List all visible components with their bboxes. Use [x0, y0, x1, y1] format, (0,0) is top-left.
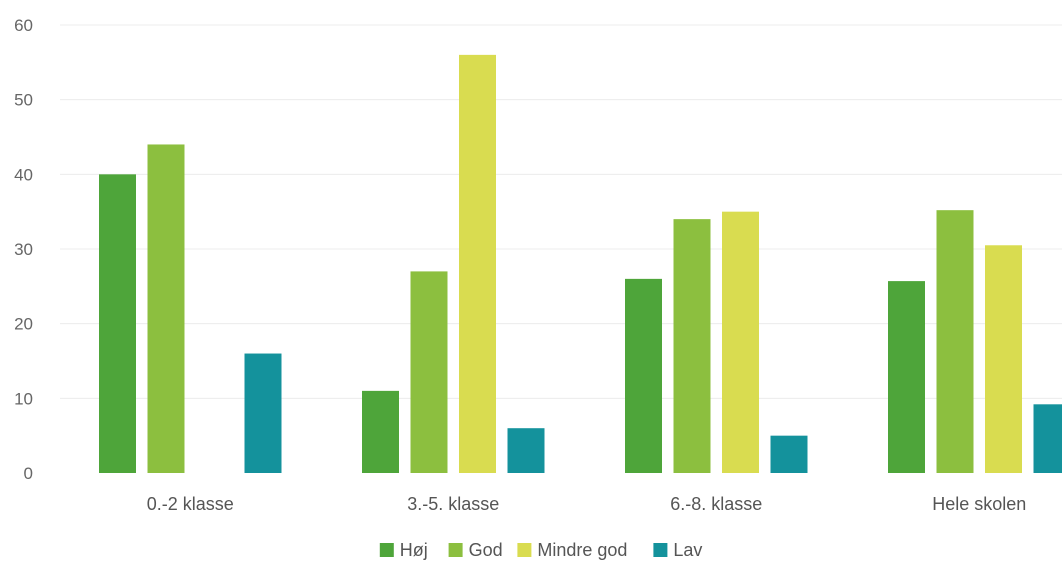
y-tick-label-50: 50	[14, 91, 33, 110]
bar-god-0-2-klasse	[148, 144, 185, 473]
legend-label-god: God	[469, 540, 503, 560]
bar-god-6-8-klasse	[674, 219, 711, 473]
legend-swatch-mindre-god	[517, 543, 531, 557]
y-tick-label-20: 20	[14, 315, 33, 334]
legend-label-mindre-god: Mindre god	[537, 540, 627, 560]
bar-lav-0-2-klasse	[245, 354, 282, 473]
x-tick-label-hele-skolen: Hele skolen	[932, 494, 1026, 514]
legend-swatch-hoj	[380, 543, 394, 557]
bar-mindre-god-6-8-klasse	[722, 212, 759, 473]
y-tick-label-60: 60	[14, 16, 33, 35]
y-tick-label-10: 10	[14, 389, 33, 408]
legend-swatch-god	[449, 543, 463, 557]
bars	[99, 55, 1062, 473]
bar-god-hele-skolen	[937, 210, 974, 473]
y-tick-label-0: 0	[24, 464, 33, 483]
legend-swatch-lav	[653, 543, 667, 557]
bar-lav-hele-skolen	[1034, 404, 1062, 473]
bar-hoj-6-8-klasse	[625, 279, 662, 473]
bar-lav-6-8-klasse	[771, 436, 808, 473]
x-tick-label-0-2-klasse: 0.-2 klasse	[147, 494, 234, 514]
legend: Høj God Mindre god Lav	[380, 540, 703, 560]
y-tick-label-40: 40	[14, 165, 33, 184]
bar-lav-3-5-klasse	[508, 428, 545, 473]
bar-mindre-god-hele-skolen	[985, 245, 1022, 473]
x-tick-label-6-8-klasse: 6.-8. klasse	[670, 494, 762, 514]
x-tick-label-3-5-klasse: 3.-5. klasse	[407, 494, 499, 514]
legend-label-lav: Lav	[673, 540, 702, 560]
bar-hoj-3-5-klasse	[362, 391, 399, 473]
bar-god-3-5-klasse	[411, 271, 448, 473]
bar-mindre-god-3-5-klasse	[459, 55, 496, 473]
bar-hoj-0-2-klasse	[99, 174, 136, 473]
y-tick-label-30: 30	[14, 240, 33, 259]
legend-label-hoj: Høj	[400, 540, 428, 560]
bar-hoj-hele-skolen	[888, 281, 925, 473]
